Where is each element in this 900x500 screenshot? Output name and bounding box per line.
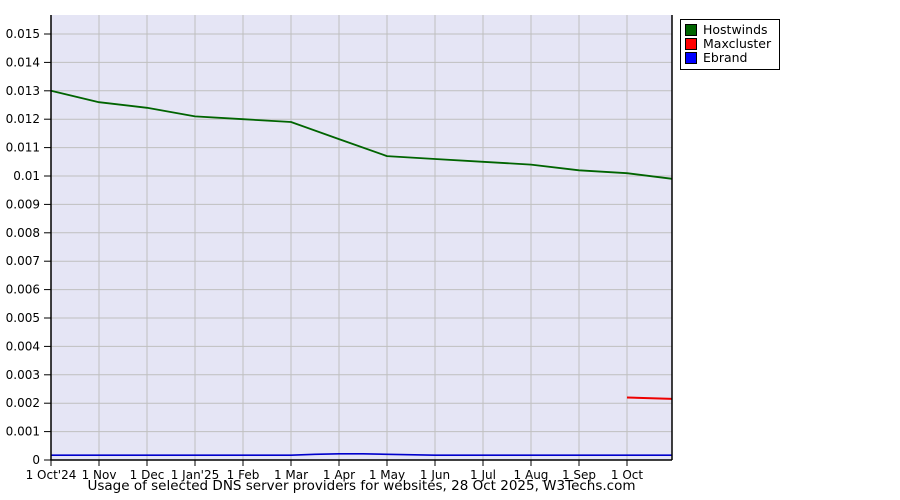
series-line-maxcluster xyxy=(626,396,673,400)
y-tick-label: 0.01 xyxy=(13,169,40,183)
x-tick-label: 1 Nov xyxy=(82,468,117,482)
y-tick-label: 0.015 xyxy=(6,27,40,41)
gridlines xyxy=(51,15,672,460)
y-tick-label: 0.009 xyxy=(6,197,40,211)
y-axis-labels: 0 0.001 0.002 0.003 0.004 0.005 0.006 0.007 0.00… xyxy=(6,27,40,467)
legend-item-hostwinds: Hostwinds xyxy=(685,23,775,37)
y-tick-label: 0.005 xyxy=(6,311,40,325)
legend: Hostwinds Maxcluster Ebrand xyxy=(680,19,780,70)
series-line-ebrand xyxy=(51,452,673,457)
chart-title: Usage of selected DNS server providers f… xyxy=(87,478,636,494)
legend-swatch-maxcluster xyxy=(685,38,697,50)
y-tick-label: 0 xyxy=(32,453,40,467)
x-tick-label: 1 Dec xyxy=(130,468,165,482)
legend-swatch-ebrand xyxy=(685,52,697,64)
tick-marks xyxy=(44,33,628,466)
y-tick-label: 0.014 xyxy=(6,55,40,69)
y-tick-label: 0.004 xyxy=(6,339,40,353)
legend-item-ebrand: Ebrand xyxy=(685,51,775,65)
legend-item-maxcluster: Maxcluster xyxy=(685,37,775,51)
y-tick-label: 0.011 xyxy=(6,141,40,155)
x-tick-label: 1 Mar xyxy=(274,468,308,482)
x-tick-label: 1 Feb xyxy=(227,468,260,482)
x-tick-label: 1 Apr xyxy=(323,468,355,482)
x-tick-label: 1 Oct xyxy=(611,468,643,482)
y-tick-label: 0.012 xyxy=(6,112,40,126)
legend-swatch-hostwinds xyxy=(685,24,697,36)
y-tick-label: 0.007 xyxy=(6,254,40,268)
x-tick-label: 1 Jun xyxy=(420,468,450,482)
x-tick-label: 1 Aug xyxy=(514,468,549,482)
plot-background xyxy=(51,15,672,460)
x-tick-label: 1 Sep xyxy=(562,468,596,482)
y-tick-label: 0.003 xyxy=(6,368,40,382)
x-tick-label: 1 Oct'24 xyxy=(26,468,77,482)
legend-label-maxcluster: Maxcluster xyxy=(703,36,772,51)
x-tick-label: 1 May xyxy=(369,468,405,482)
y-tick-label: 0.001 xyxy=(6,425,40,439)
y-tick-label: 0.008 xyxy=(6,226,40,240)
y-tick-label: 0.002 xyxy=(6,396,40,410)
series-line-hostwinds xyxy=(50,89,673,180)
x-axis-labels: 1 Oct'24 1 Nov 1 Dec 1 Jan'25 1 Feb 1 Mar 1 Ap… xyxy=(26,468,644,482)
x-tick-label: 1 Jan'25 xyxy=(171,468,220,482)
legend-label-ebrand: Ebrand xyxy=(703,50,748,65)
y-tick-label: 0.013 xyxy=(6,84,40,98)
y-tick-label: 0.006 xyxy=(6,283,40,297)
legend-label-hostwinds: Hostwinds xyxy=(703,22,768,37)
x-tick-label: 1 Jul xyxy=(470,468,496,482)
axes xyxy=(50,15,673,461)
